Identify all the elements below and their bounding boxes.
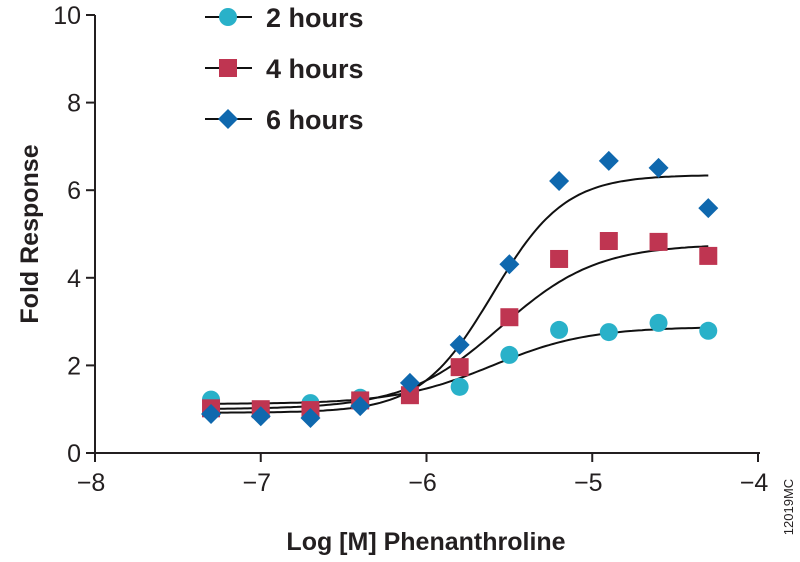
x-tick-label: −6 <box>408 469 437 497</box>
data-point-2-hours <box>699 321 718 340</box>
x-tick-label: −8 <box>77 469 106 497</box>
x-tick-label: −7 <box>242 469 271 497</box>
legend-marker-circle <box>219 8 237 26</box>
y-tick-label: 8 <box>67 90 81 118</box>
data-points <box>201 150 719 428</box>
data-point-6-hours <box>698 198 719 219</box>
data-point-4-hours <box>550 249 569 268</box>
x-axis-label: Log [M] Phenanthroline <box>286 528 565 556</box>
data-point-4-hours <box>699 246 718 265</box>
data-point-6-hours <box>598 150 619 171</box>
data-point-4-hours <box>649 232 668 251</box>
y-tick-label: 4 <box>67 265 81 293</box>
data-point-6-hours <box>399 372 420 393</box>
data-point-6-hours <box>499 254 520 275</box>
data-point-6-hours <box>449 334 470 355</box>
data-point-6-hours <box>648 157 669 178</box>
legend-label: 6 hours <box>266 105 364 135</box>
axes: 0 2 4 6 8 10 −8 −7 −6 −5 −4 <box>53 2 768 497</box>
data-point-2-hours <box>550 320 569 339</box>
data-point-4-hours <box>400 386 419 405</box>
data-point-6-hours <box>350 396 371 417</box>
data-point-2-hours <box>649 313 668 332</box>
y-tick-label: 2 <box>67 352 81 380</box>
y-tick-label: 6 <box>67 177 81 205</box>
x-tick-label: −5 <box>574 469 603 497</box>
data-point-6-hours <box>250 406 271 427</box>
legend-marker-diamond <box>218 109 238 129</box>
legend: 2 hours 4 hours 6 hours <box>205 3 364 135</box>
y-axis-label: Fold Response <box>16 144 44 323</box>
x-tick-label: −4 <box>740 469 769 497</box>
data-point-2-hours <box>599 323 618 342</box>
fit-curves <box>211 174 709 414</box>
data-point-4-hours <box>599 232 618 251</box>
legend-marker-square <box>219 59 237 77</box>
data-point-4-hours <box>450 358 469 377</box>
y-tick-label: 10 <box>53 2 81 30</box>
data-point-2-hours <box>450 377 469 396</box>
data-point-6-hours <box>201 404 222 425</box>
fit-curve-6-hours <box>211 174 709 414</box>
data-point-4-hours <box>500 308 519 327</box>
legend-label: 2 hours <box>266 3 364 33</box>
data-point-2-hours <box>500 345 519 364</box>
data-point-6-hours <box>549 171 570 192</box>
y-tick-label: 0 <box>67 440 81 468</box>
data-point-6-hours <box>300 407 321 428</box>
legend-label: 4 hours <box>266 54 364 84</box>
figure-code: 12019MC <box>781 479 796 535</box>
